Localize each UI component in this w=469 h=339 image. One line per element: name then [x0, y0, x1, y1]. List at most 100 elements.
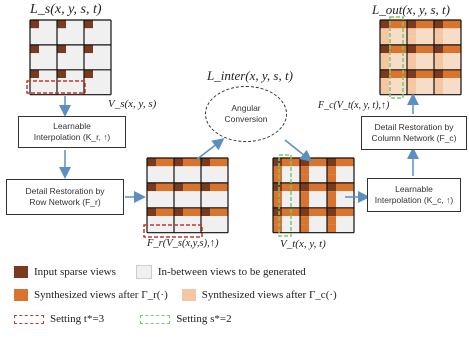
- row-grid-cell: [210, 199, 219, 208]
- input-grid-cell: [48, 86, 57, 95]
- box-learnable-interpolation-left: Learnable Interpolation (K_r, ↑): [18, 116, 126, 148]
- output-grid-cell: [407, 20, 416, 29]
- row-grid-cell: [147, 191, 156, 200]
- row-grid-cell: [201, 207, 210, 217]
- input-grid-cell: [66, 69, 75, 79]
- input-grid-cell: [57, 36, 66, 45]
- output-grid-cell: [425, 61, 434, 70]
- input-grid-cell: [102, 28, 111, 37]
- swatch-synth-fr: [14, 289, 28, 301]
- col-grid-cell: [309, 207, 318, 217]
- row-grid-cell: [174, 182, 183, 192]
- output-grid-cell: [416, 28, 425, 37]
- output-grid-cell: [434, 28, 443, 37]
- row-grid-cell: [210, 207, 219, 217]
- row-grid-cell: [165, 166, 174, 175]
- output-grid-cell: [389, 20, 398, 29]
- col-grid-cell: [300, 174, 309, 183]
- input-grid-cell: [57, 86, 66, 95]
- row-grid-cell: [183, 158, 192, 167]
- row-grid-cell: [192, 174, 201, 183]
- input-grid-cell: [93, 69, 102, 79]
- input-grid-cell: [39, 53, 48, 62]
- col-grid-cell: [300, 224, 309, 233]
- output-grid-cell: [416, 53, 425, 62]
- output-grid-cell: [398, 28, 407, 37]
- col-grid-cell: [318, 166, 327, 175]
- col-grid-cell: [300, 158, 309, 167]
- col-grid-cell: [336, 207, 345, 217]
- row-grid-cell: [183, 174, 192, 183]
- input-grid-cell: [75, 69, 84, 79]
- input-grid-cell: [57, 78, 66, 87]
- col-grid-cell: [282, 158, 291, 167]
- row-grid-cell: [192, 166, 201, 175]
- swatch-in-between: [135, 265, 152, 279]
- output-grid-cell: [452, 44, 461, 54]
- col-grid-cell: [345, 199, 354, 208]
- row-grid-cell: [183, 207, 192, 217]
- col-grid-cell: [309, 182, 318, 192]
- output-grid-cell: [443, 28, 452, 37]
- output-grid-cell: [416, 69, 425, 79]
- col-grid-cell: [273, 166, 282, 175]
- swatch-setting-s: [140, 314, 171, 324]
- col-grid-cell: [273, 216, 282, 225]
- col-grid-cell: [282, 224, 291, 233]
- row-grid-cell: [174, 191, 183, 200]
- row-grid-cell: [210, 174, 219, 183]
- col-grid-cell: [327, 207, 336, 217]
- row-grid-cell: [174, 174, 183, 183]
- input-grid-cell: [75, 53, 84, 62]
- input-grid-cell: [84, 86, 93, 95]
- input-grid-cell: [30, 69, 39, 79]
- row-grid-cell: [219, 166, 228, 175]
- box-line-1: Angular: [231, 103, 261, 114]
- col-grid-cell: [327, 174, 336, 183]
- label-bottom-left: F_r(V_s(x,y,s),↑): [147, 238, 219, 249]
- output-grid-cell: [407, 69, 416, 79]
- swatch-synth-fc: [181, 289, 196, 301]
- output-grid-cell: [434, 86, 443, 95]
- col-grid-cell: [327, 224, 336, 233]
- row-grid-cell: [201, 199, 210, 208]
- output-grid-cell: [389, 78, 398, 87]
- row-grid-cell: [156, 216, 165, 225]
- input-grid-cell: [66, 78, 75, 87]
- output-grid-cell: [434, 20, 443, 29]
- input-grid-cell: [102, 78, 111, 87]
- output-grid-cell: [425, 28, 434, 37]
- output-grid-cell: [380, 53, 389, 62]
- col-grid-cell: [318, 207, 327, 217]
- input-grid-cell: [57, 20, 66, 29]
- col-grid-cell: [345, 174, 354, 183]
- col-grid-cell: [282, 166, 291, 175]
- col-grid-cell: [336, 191, 345, 200]
- output-grid-cell: [389, 86, 398, 95]
- col-grid-cell: [336, 216, 345, 225]
- input-grid-cell: [30, 28, 39, 37]
- output-grid-cell: [407, 44, 416, 54]
- col-grid-cell: [291, 174, 300, 183]
- output-grid-cell: [452, 53, 461, 62]
- row-grid-cell: [156, 174, 165, 183]
- output-grid-cell: [407, 53, 416, 62]
- row-grid-cell: [183, 182, 192, 192]
- swatch-input-sparse: [14, 266, 28, 278]
- box-line-2: Row Network (F_r): [29, 197, 101, 207]
- col-grid-cell: [291, 158, 300, 167]
- col-grid-cell: [327, 216, 336, 225]
- input-grid-cell: [66, 20, 75, 29]
- legend-synth-fc: Synthesized views after Γ_c(·): [201, 289, 337, 301]
- output-grid-cell: [425, 86, 434, 95]
- row-grid-cell: [156, 199, 165, 208]
- col-grid-cell: [309, 166, 318, 175]
- output-grid-cell: [416, 36, 425, 45]
- row-grid-cell: [192, 224, 201, 233]
- input-grid-cell: [30, 86, 39, 95]
- box-angular-conversion: Angular Conversion: [205, 86, 287, 142]
- input-grid-cell: [102, 61, 111, 70]
- output-grid-cell: [425, 44, 434, 54]
- output-grid-cell: [416, 44, 425, 54]
- input-grid-cell: [48, 20, 57, 29]
